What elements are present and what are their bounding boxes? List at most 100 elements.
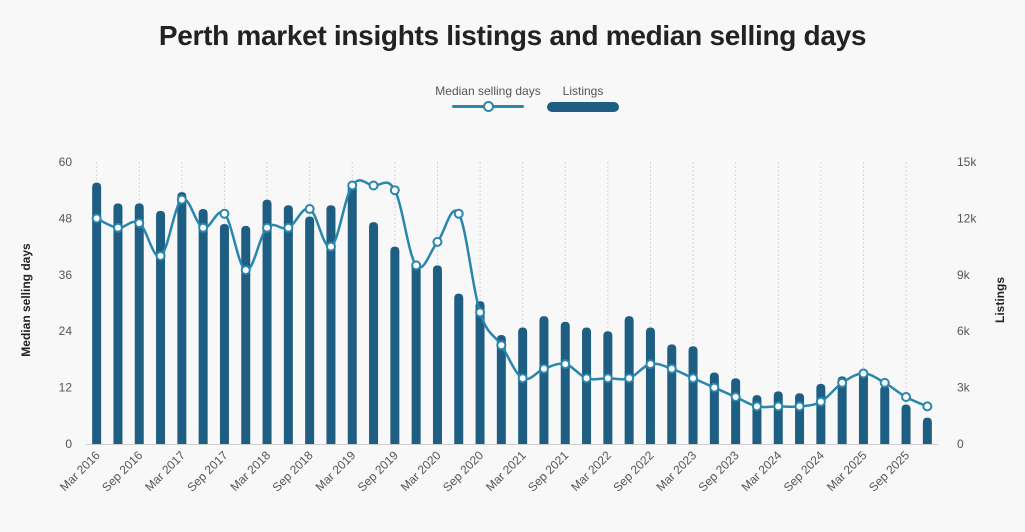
median-days-point — [773, 401, 784, 412]
listings-bar — [731, 378, 741, 444]
median-days-point — [91, 213, 102, 224]
listings-bar — [219, 224, 229, 444]
legend-label-listings: Listings — [562, 84, 604, 98]
listings-bar — [283, 205, 293, 444]
median-days-point — [325, 241, 336, 252]
median-days-point — [389, 185, 400, 196]
y-left-tick-label: 24 — [59, 324, 73, 338]
median-days-point — [858, 368, 869, 379]
listings-bar — [113, 203, 123, 444]
x-tick-label: Mar 2019 — [313, 448, 359, 494]
listings-bar — [795, 393, 805, 444]
listings-bar — [177, 192, 187, 444]
listings-bar — [560, 321, 570, 444]
median-days-point — [602, 373, 613, 384]
median-days-point — [815, 396, 826, 407]
x-tick-label: Sep 2023 — [696, 448, 742, 494]
listings-bar — [688, 346, 698, 444]
listings-bar — [411, 263, 421, 444]
median-days-point — [496, 340, 507, 351]
legend-bar-symbol — [547, 102, 619, 112]
median-days-point — [922, 401, 933, 412]
median-days-point — [432, 236, 443, 247]
listings-bar — [134, 203, 144, 444]
listings-bar — [858, 368, 868, 444]
median-days-point — [517, 373, 528, 384]
listings-bar — [645, 327, 655, 444]
listings-bar — [922, 417, 932, 444]
listings-bar — [347, 184, 357, 444]
y-left-tick-label: 0 — [65, 437, 72, 451]
listings-bar — [816, 383, 826, 444]
median-days-point — [666, 363, 677, 374]
y-right-tick-label: 9k — [957, 268, 971, 282]
listings-bar — [390, 246, 400, 444]
chart-legend: Median selling days Listings — [0, 84, 1025, 114]
listings-bar — [326, 205, 336, 444]
median-days-point — [411, 260, 422, 271]
x-tick-label: Sep 2016 — [99, 448, 145, 494]
x-tick-label: Sep 2017 — [184, 448, 230, 494]
listings-bar — [539, 316, 549, 444]
x-tick-label: Sep 2022 — [610, 448, 656, 494]
median-days-point — [219, 208, 230, 219]
legend-label-median-selling-days: Median selling days — [435, 84, 541, 98]
median-days-point — [283, 222, 294, 233]
x-tick-label: Mar 2023 — [653, 448, 699, 494]
x-tick-label: Sep 2020 — [440, 448, 486, 494]
median-days-point — [347, 180, 358, 191]
median-days-point — [645, 359, 656, 370]
listings-bar — [475, 301, 485, 444]
median-days-point — [837, 377, 848, 388]
chart-title: Perth market insights listings and media… — [158, 20, 867, 51]
x-tick-label: Mar 2016 — [57, 448, 103, 494]
median-days-point — [240, 265, 251, 276]
x-tick-label: Mar 2022 — [568, 448, 614, 494]
listings-bar — [496, 334, 506, 444]
median-days-point — [475, 307, 486, 318]
x-tick-label: Mar 2017 — [142, 448, 188, 494]
listings-bar — [901, 404, 911, 444]
legend-line-symbol — [452, 100, 524, 112]
median-days-point — [709, 382, 720, 393]
median-days-point — [198, 222, 209, 233]
median-days-point — [304, 204, 315, 214]
x-tick-label: Sep 2021 — [525, 448, 571, 494]
listings-bar — [454, 293, 464, 444]
y-right-tick-label: 3k — [957, 381, 971, 395]
median-days-point — [624, 373, 635, 384]
median-days-point — [581, 373, 592, 384]
y-left-tick-label: 48 — [59, 211, 73, 225]
listings-bar — [369, 222, 379, 444]
listings-bar — [305, 216, 315, 444]
listings-bar — [837, 376, 847, 444]
y-right-tick-label: 0 — [957, 437, 964, 451]
listings-bar — [582, 327, 592, 444]
median-days-point — [134, 218, 145, 229]
listings-bar — [432, 265, 442, 444]
median-days-point — [879, 377, 890, 388]
listings-bar — [198, 209, 208, 444]
x-tick-label: Sep 2019 — [355, 448, 401, 494]
median-days-point — [751, 401, 762, 412]
legend-item-listings[interactable]: Listings — [547, 84, 619, 112]
median-days-point — [112, 222, 123, 233]
listings-bar — [92, 182, 102, 444]
listings-bar — [773, 391, 783, 444]
y-left-tick-label: 12 — [59, 381, 73, 395]
listings-bar — [518, 327, 528, 444]
x-tick-label: Mar 2021 — [483, 448, 529, 494]
listings-bar — [880, 385, 890, 444]
median-days-point — [538, 363, 549, 374]
y-left-tick-label: 36 — [59, 268, 73, 282]
y-left-tick-label: 60 — [59, 155, 73, 169]
x-tick-label: Sep 2024 — [781, 448, 827, 494]
listings-bar — [241, 225, 251, 444]
listings-bar — [156, 210, 166, 444]
x-tick-label: Mar 2018 — [227, 448, 273, 494]
listings-bar — [262, 199, 272, 444]
median-days-point — [730, 392, 741, 402]
legend-item-median-selling-days[interactable]: Median selling days — [433, 84, 543, 112]
median-days-point — [794, 401, 805, 412]
